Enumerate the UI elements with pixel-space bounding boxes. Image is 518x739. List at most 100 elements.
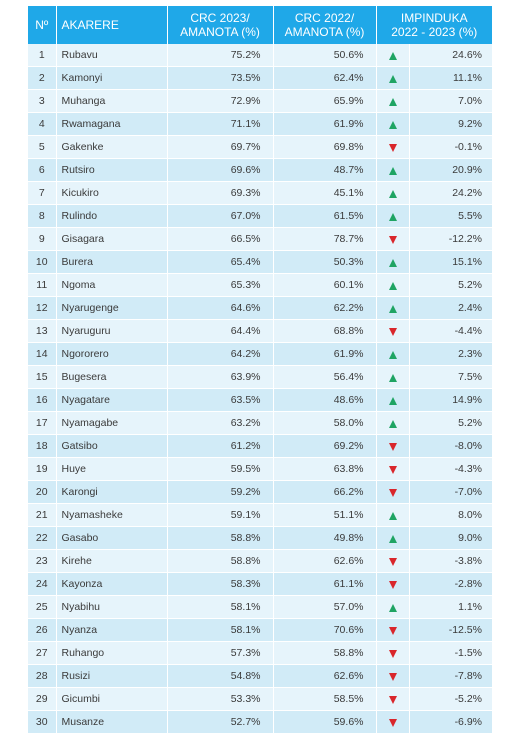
row-number: 25 (28, 595, 57, 619)
table-row: 26 Nyanza 58.1% 70.6% -12.5% (28, 618, 492, 642)
row-number: 17 (28, 411, 57, 435)
row-district: Nyarugenge (56, 296, 168, 320)
row-crc-2023: 73.5% (167, 66, 274, 90)
row-change: 20.9% (409, 158, 492, 182)
table-row: 21 Nyamasheke 59.1% 51.1% 8.0% (28, 503, 492, 527)
arrow-up-icon (388, 166, 397, 175)
row-trend (376, 664, 410, 688)
row-district: Kirehe (56, 549, 168, 573)
table-row: 20 Karongi 59.2% 66.2% -7.0% (28, 480, 492, 504)
row-change: -7.8% (409, 664, 492, 688)
row-trend (376, 710, 410, 734)
row-district: Kamonyi (56, 66, 168, 90)
row-crc-2022: 65.9% (273, 89, 377, 113)
table-row: 8 Rulindo 67.0% 61.5% 5.5% (28, 204, 492, 228)
table-row: 2 Kamonyi 73.5% 62.4% 11.1% (28, 66, 492, 90)
row-crc-2023: 64.6% (167, 296, 274, 320)
row-change: 7.0% (409, 89, 492, 113)
row-crc-2023: 65.4% (167, 250, 274, 274)
arrow-up-icon (388, 534, 397, 543)
arrow-down-icon (388, 672, 397, 681)
district-ranking-table-container: Nº AKARERE CRC 2023/ AMANOTA (%) CRC 202… (28, 6, 492, 734)
row-district: Bugesera (56, 365, 168, 389)
row-crc-2023: 64.4% (167, 319, 274, 343)
row-crc-2022: 61.5% (273, 204, 377, 228)
row-crc-2023: 58.3% (167, 572, 274, 596)
row-trend (376, 641, 410, 665)
row-district: Rutsiro (56, 158, 168, 182)
row-crc-2023: 63.9% (167, 365, 274, 389)
row-crc-2023: 64.2% (167, 342, 274, 366)
row-number: 11 (28, 273, 57, 297)
row-crc-2022: 50.6% (273, 44, 377, 67)
arrow-down-icon (388, 626, 397, 635)
header-crc-2022-line1: CRC 2022/ (294, 11, 355, 25)
row-crc-2022: 48.7% (273, 158, 377, 182)
arrow-down-icon (388, 465, 397, 474)
arrow-up-icon (388, 212, 397, 221)
row-number: 19 (28, 457, 57, 481)
header-number: Nº (28, 6, 57, 44)
row-crc-2022: 58.8% (273, 641, 377, 665)
row-crc-2022: 70.6% (273, 618, 377, 642)
row-district: Burera (56, 250, 168, 274)
table-row: 15 Bugesera 63.9% 56.4% 7.5% (28, 365, 492, 389)
table-row: 22 Gasabo 58.8% 49.8% 9.0% (28, 526, 492, 550)
row-trend (376, 457, 410, 481)
row-number: 5 (28, 135, 57, 159)
row-crc-2022: 50.3% (273, 250, 377, 274)
table-row: 17 Nyamagabe 63.2% 58.0% 5.2% (28, 411, 492, 435)
row-crc-2023: 75.2% (167, 44, 274, 67)
row-crc-2023: 58.1% (167, 595, 274, 619)
row-crc-2023: 61.2% (167, 434, 274, 458)
row-trend (376, 112, 410, 136)
row-number: 28 (28, 664, 57, 688)
row-crc-2022: 68.8% (273, 319, 377, 343)
row-trend (376, 227, 410, 251)
arrow-down-icon (388, 649, 397, 658)
table-row: 23 Kirehe 58.8% 62.6% -3.8% (28, 549, 492, 573)
row-change: -7.0% (409, 480, 492, 504)
row-crc-2023: 53.3% (167, 687, 274, 711)
arrow-up-icon (388, 51, 397, 60)
row-crc-2022: 61.9% (273, 342, 377, 366)
row-district: Huye (56, 457, 168, 481)
arrow-down-icon (388, 235, 397, 244)
row-crc-2022: 63.8% (273, 457, 377, 481)
row-district: Nyamasheke (56, 503, 168, 527)
table-row: 3 Muhanga 72.9% 65.9% 7.0% (28, 89, 492, 113)
row-district: Gasabo (56, 526, 168, 550)
row-change: 2.3% (409, 342, 492, 366)
row-crc-2022: 62.6% (273, 664, 377, 688)
row-crc-2022: 66.2% (273, 480, 377, 504)
row-change: 9.2% (409, 112, 492, 136)
row-number: 15 (28, 365, 57, 389)
row-change: -3.8% (409, 549, 492, 573)
row-district: Nyamagabe (56, 411, 168, 435)
row-crc-2023: 69.6% (167, 158, 274, 182)
row-crc-2022: 78.7% (273, 227, 377, 251)
row-number: 20 (28, 480, 57, 504)
table-row: 6 Rutsiro 69.6% 48.7% 20.9% (28, 158, 492, 182)
row-number: 18 (28, 434, 57, 458)
row-number: 9 (28, 227, 57, 251)
arrow-up-icon (388, 281, 397, 290)
row-district: Karongi (56, 480, 168, 504)
table-row: 5 Gakenke 69.7% 69.8% -0.1% (28, 135, 492, 159)
arrow-down-icon (388, 580, 397, 589)
row-crc-2022: 45.1% (273, 181, 377, 205)
row-number: 22 (28, 526, 57, 550)
row-change: 24.2% (409, 181, 492, 205)
table-row: 10 Burera 65.4% 50.3% 15.1% (28, 250, 492, 274)
row-district: Ngoma (56, 273, 168, 297)
table-body: 1 Rubavu 75.2% 50.6% 24.6% 2 Kamonyi 73.5% 62.4%… (28, 44, 492, 734)
row-number: 6 (28, 158, 57, 182)
row-change: -6.9% (409, 710, 492, 734)
district-ranking-table: Nº AKARERE CRC 2023/ AMANOTA (%) CRC 202… (28, 6, 492, 734)
row-change: -8.0% (409, 434, 492, 458)
row-trend (376, 480, 410, 504)
row-change: 5.2% (409, 273, 492, 297)
row-crc-2022: 57.0% (273, 595, 377, 619)
row-trend (376, 66, 410, 90)
row-crc-2022: 61.1% (273, 572, 377, 596)
